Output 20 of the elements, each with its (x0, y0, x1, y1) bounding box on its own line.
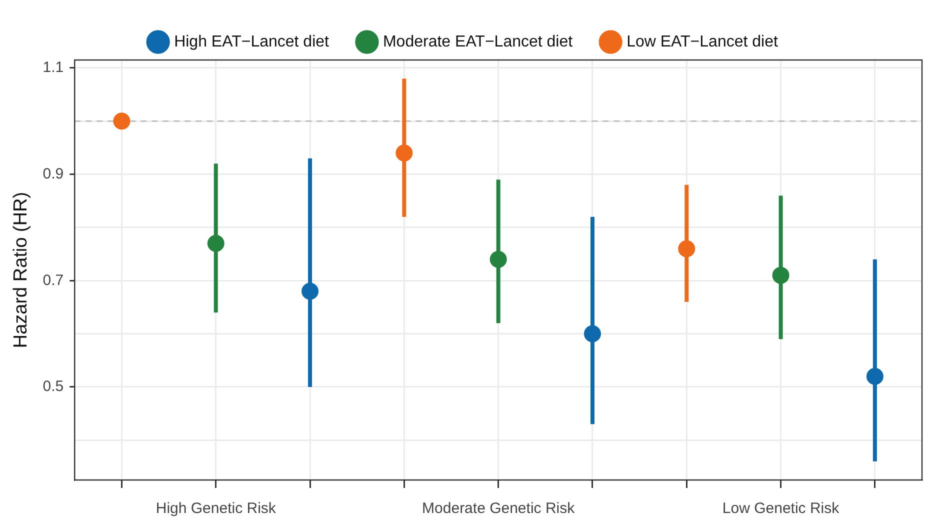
y-tick-label: 0.7 (42, 272, 64, 289)
x-tick-label: Moderate Genetic Risk (422, 500, 576, 518)
legend-label: High EAT−Lancet diet (174, 33, 330, 50)
x-tick-label: High Genetic Risk (156, 500, 276, 518)
point (584, 325, 601, 342)
point (302, 282, 319, 300)
point (866, 368, 884, 385)
y-axis-title: Hazard Ratio (HR) (10, 192, 32, 348)
point (772, 266, 790, 284)
y-tick-label: 0.9 (42, 165, 64, 182)
point (113, 112, 130, 130)
y-tick-label: 1.1 (42, 59, 64, 76)
legend-label: Low EAT−Lancet diet (626, 33, 778, 50)
point (207, 234, 224, 252)
x-tick-label: Low Genetic Risk (722, 500, 840, 518)
point (678, 240, 696, 258)
point (396, 144, 413, 162)
y-tick-label: 0.5 (42, 378, 64, 396)
legend-label: Moderate EAT−Lancet diet (382, 33, 574, 50)
point (490, 250, 507, 268)
